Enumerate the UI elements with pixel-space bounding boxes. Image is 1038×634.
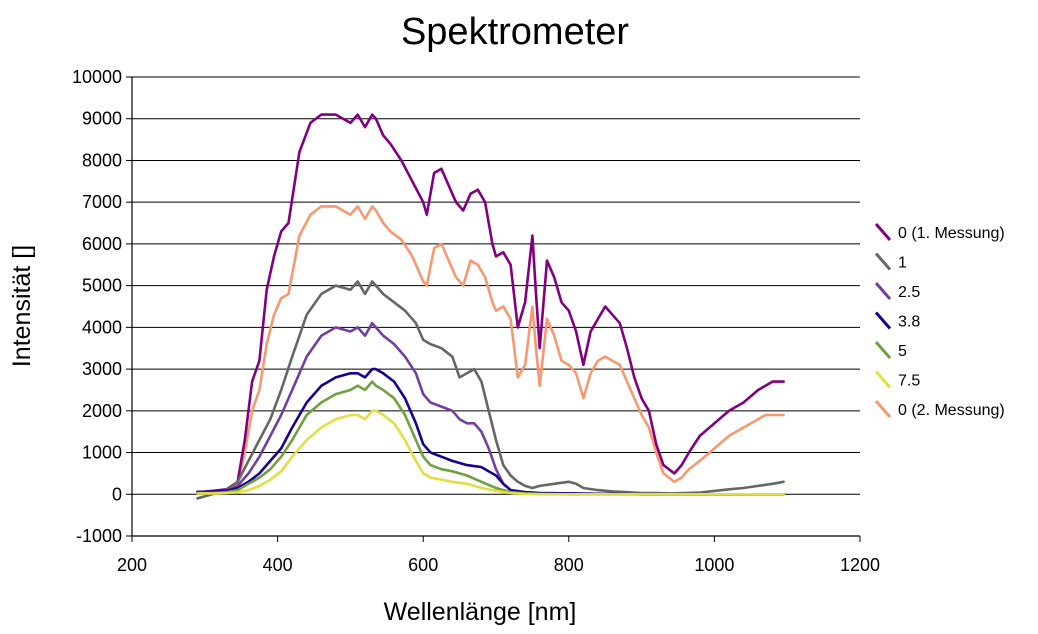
y-tick-label: -1000 — [76, 526, 122, 546]
x-tick-label: 1000 — [694, 555, 734, 575]
y-tick-label: 4000 — [82, 317, 122, 337]
legend-swatch-4 — [874, 341, 892, 359]
legend-label-0: 0 (1. Messung) — [898, 225, 1005, 242]
x-tick-labels: 200 400 600 800 1000 1200 — [117, 555, 880, 575]
x-tick-label: 800 — [554, 555, 584, 575]
y-tick-label: 0 — [112, 484, 122, 504]
y-axis-title: Intensität [] — [8, 245, 36, 367]
legend-swatch-0 — [874, 223, 892, 241]
series-line-3 — [196, 367, 785, 496]
x-tick-label: 200 — [117, 555, 147, 575]
chart-title: Spektrometer — [401, 11, 629, 53]
series-line-2 — [196, 321, 785, 496]
legend: 0 (1. Messung) 1 2.5 3.8 5 7.5 0 (2. Messung) — [874, 223, 1005, 419]
legend-label-3: 3.8 — [898, 314, 920, 331]
legend-swatch-1 — [874, 252, 892, 271]
series-line-0 — [196, 113, 785, 494]
legend-swatch-5 — [874, 370, 892, 389]
x-tick-label: 1200 — [840, 555, 880, 575]
series-line-6 — [196, 205, 785, 494]
y-tick-label: 8000 — [82, 150, 122, 170]
y-tick-label: 6000 — [82, 234, 122, 254]
grid-lines — [126, 76, 861, 542]
x-tick-label: 600 — [408, 555, 438, 575]
legend-label-1: 1 — [898, 255, 907, 272]
axes — [131, 77, 860, 537]
y-tick-label: 10000 — [72, 67, 122, 87]
legend-swatch-3 — [874, 311, 892, 330]
y-tick-label: 5000 — [82, 276, 122, 296]
y-tick-label: 9000 — [82, 109, 122, 129]
plot-area — [196, 113, 785, 500]
legend-label-5: 7.5 — [898, 373, 920, 390]
legend-swatch-6 — [874, 400, 892, 418]
legend-label-6: 0 (2. Messung) — [898, 402, 1005, 419]
y-tick-labels: -1000 0 1000 2000 3000 4000 5000 6000 7000 8000 90… — [72, 67, 122, 546]
legend-label-2: 2.5 — [898, 284, 920, 301]
series-line-5 — [196, 409, 785, 496]
legend-swatch-2 — [874, 282, 892, 300]
x-tick-label: 400 — [263, 555, 293, 575]
y-tick-label: 3000 — [82, 359, 122, 379]
y-tick-label: 7000 — [82, 192, 122, 212]
x-axis-title: Wellenlänge [nm] — [384, 598, 577, 626]
legend-label-4: 5 — [898, 343, 907, 360]
y-tick-label: 1000 — [82, 443, 122, 463]
y-tick-label: 2000 — [82, 401, 122, 421]
